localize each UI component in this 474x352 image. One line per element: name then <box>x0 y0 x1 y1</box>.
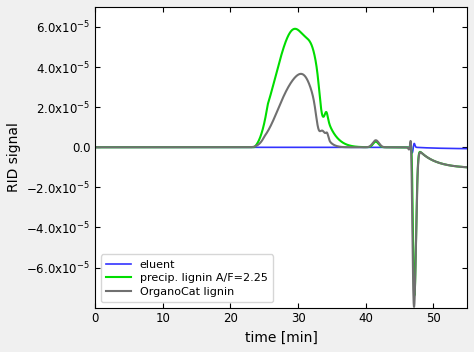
eluent <box>464 146 470 151</box>
eluent <box>113 145 119 149</box>
eluent <box>92 145 98 149</box>
precip. lignin A/F=2.25 <box>113 145 119 149</box>
precip. lignin A/F=2.25 <box>377 143 383 147</box>
X-axis label: time [min]: time [min] <box>245 331 318 345</box>
Line: OrganoCat lignin: OrganoCat lignin <box>95 74 467 307</box>
precip. lignin A/F=2.25 <box>411 293 417 297</box>
OrganoCat lignin <box>113 145 119 149</box>
OrganoCat lignin <box>464 165 470 169</box>
precip. lignin A/F=2.25 <box>292 27 298 31</box>
precip. lignin A/F=2.25 <box>256 137 262 141</box>
Line: precip. lignin A/F=2.25: precip. lignin A/F=2.25 <box>95 29 467 295</box>
OrganoCat lignin <box>256 142 262 146</box>
precip. lignin A/F=2.25 <box>464 165 470 169</box>
eluent <box>394 145 400 149</box>
OrganoCat lignin <box>92 145 98 149</box>
OrganoCat lignin <box>377 142 383 146</box>
eluent <box>409 151 415 155</box>
precip. lignin A/F=2.25 <box>394 145 400 149</box>
Legend: eluent, precip. lignin A/F=2.25, OrganoCat lignin: eluent, precip. lignin A/F=2.25, OrganoC… <box>101 254 273 302</box>
eluent <box>377 145 383 149</box>
precip. lignin A/F=2.25 <box>92 145 98 149</box>
Y-axis label: RID signal: RID signal <box>7 122 21 192</box>
eluent <box>391 145 397 149</box>
OrganoCat lignin <box>391 145 397 149</box>
eluent <box>411 142 417 146</box>
OrganoCat lignin <box>298 72 304 76</box>
eluent <box>306 145 312 149</box>
precip. lignin A/F=2.25 <box>391 145 397 149</box>
precip. lignin A/F=2.25 <box>306 38 312 43</box>
OrganoCat lignin <box>306 82 312 86</box>
Line: eluent: eluent <box>95 144 467 153</box>
eluent <box>256 145 262 149</box>
OrganoCat lignin <box>394 145 400 149</box>
OrganoCat lignin <box>411 305 417 309</box>
